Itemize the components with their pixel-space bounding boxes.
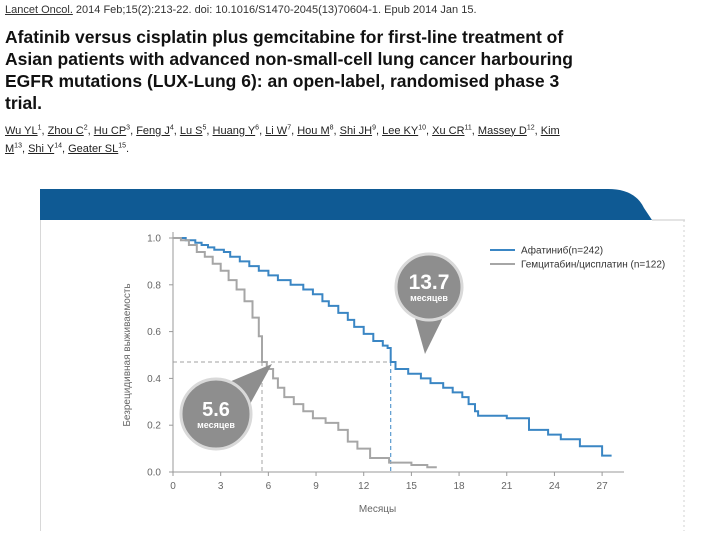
- figure-background: [40, 186, 685, 531]
- author-affiliation-number: 2: [83, 124, 88, 131]
- x-tick-label: 9: [313, 481, 319, 492]
- author-entry: Li W7,: [265, 124, 298, 137]
- y-tick-label: 0.6: [147, 327, 161, 338]
- callout-value: 5.6: [202, 399, 230, 421]
- author-entry: Kim M13,: [5, 124, 560, 156]
- author-affiliation-number: 4: [169, 124, 174, 131]
- author-entry: Hu CP3,: [93, 124, 137, 137]
- author-entry: Shi JH9,: [339, 124, 383, 137]
- author-link[interactable]: Kim M: [5, 124, 560, 156]
- callout-unit: месяцев: [197, 420, 235, 430]
- author-entry: Feng J4,: [136, 124, 180, 137]
- author-entry: Massey D12,: [477, 124, 541, 137]
- author-entry: Xu CR11,: [432, 124, 478, 137]
- author-affiliation-number: 6: [255, 124, 260, 131]
- callout-unit: месяцев: [410, 293, 448, 303]
- author-affiliation-number: 14: [54, 142, 62, 150]
- callout-bubble: [394, 252, 464, 322]
- x-tick-label: 6: [266, 481, 272, 492]
- author-affiliation-number: 9: [372, 124, 376, 131]
- author-entry: Wu YL1,: [5, 124, 48, 137]
- callout-bubble: [179, 377, 253, 451]
- afatinib-curve: [173, 237, 612, 457]
- author-affiliation-number: 3: [126, 124, 131, 131]
- author-link[interactable]: Lee KY: [382, 124, 419, 137]
- author-affiliation-number: 15: [118, 142, 127, 150]
- pfs-figure: 0 3 6 9 12 15 18 21 24 27 0.0 0.2 0.4 0.6 0.8 1.0 Месяцы…: [40, 186, 685, 531]
- author-affiliation-number: 8: [329, 124, 334, 131]
- author-link[interactable]: Shi JH: [339, 124, 373, 137]
- author-link[interactable]: Lu S: [179, 124, 203, 137]
- author-affiliation-number: 7: [287, 124, 292, 131]
- citation-line: Lancet Oncol. 2014 Feb;15(2):213-22. doi…: [5, 4, 477, 16]
- author-link[interactable]: Massey D: [477, 124, 527, 137]
- y-tick-label: 0.2: [147, 421, 161, 432]
- y-tick-label: 0.0: [147, 468, 161, 479]
- y-axis-title: Безрецидивная выживаемость: [122, 283, 133, 426]
- author-entry: Hou M8,: [297, 124, 340, 137]
- author-entry: Zhou C2,: [47, 124, 94, 137]
- y-tick-label: 0.8: [147, 280, 161, 291]
- author-affiliation-number: 13: [14, 142, 22, 150]
- x-tick-label: 27: [597, 481, 609, 492]
- x-tick-label: 12: [358, 481, 370, 492]
- callout-value: 13.7: [409, 271, 450, 294]
- author-link[interactable]: Xu CR: [432, 124, 465, 137]
- x-tick-label: 0: [170, 481, 176, 492]
- author-affiliation-number: 10: [418, 124, 426, 131]
- author-affiliation-number: 12: [526, 124, 535, 131]
- author-entry: Huang Y6,: [212, 124, 266, 137]
- x-tick-label: 3: [218, 481, 224, 492]
- author-link[interactable]: Shi Y: [28, 143, 55, 156]
- callout-pointer: [229, 364, 272, 405]
- author-entry: Shi Y14,: [28, 142, 69, 156]
- legend-label: Афатиниб(n=242): [521, 245, 603, 257]
- gemcitabine-curve: [173, 237, 437, 469]
- author-link[interactable]: Feng J: [136, 124, 170, 137]
- author-link[interactable]: Hou M: [297, 124, 330, 137]
- figure-header-band: [40, 189, 652, 220]
- callout-pointer: [414, 316, 444, 354]
- article-title: Afatinib versus cisplatin plus gemcitabi…: [5, 27, 573, 113]
- author-affiliation-number: 11: [464, 124, 472, 131]
- author-entry: Lee KY10,: [382, 124, 433, 137]
- author-link[interactable]: Li W: [265, 124, 288, 137]
- author-entry: Geater SL15.: [68, 142, 130, 156]
- author-list: Wu YL1, Zhou C2, Hu CP3, Feng J4, Lu S5,…: [5, 120, 565, 157]
- author-link[interactable]: Hu CP: [93, 124, 127, 137]
- x-tick-label: 21: [501, 481, 513, 492]
- y-tick-label: 1.0: [147, 234, 161, 245]
- x-tick-label: 18: [454, 481, 466, 492]
- author-entry: Lu S5,: [179, 124, 213, 137]
- author-link[interactable]: Wu YL: [5, 124, 38, 137]
- author-link[interactable]: Huang Y: [212, 124, 256, 137]
- journal-link[interactable]: Lancet Oncol.: [5, 4, 73, 16]
- x-tick-label: 24: [549, 481, 561, 492]
- author-affiliation-number: 5: [202, 124, 207, 131]
- author-affiliation-number: 1: [37, 124, 42, 131]
- x-tick-label: 15: [406, 481, 418, 492]
- author-link[interactable]: Geater SL: [68, 143, 119, 156]
- author-link[interactable]: Zhou C: [47, 124, 84, 137]
- legend-label: Гемцитабин/цисплатин (n=122): [521, 259, 665, 271]
- citation-details: 2014 Feb;15(2):213-22. doi: 10.1016/S147…: [72, 4, 477, 16]
- x-axis-title: Месяцы: [359, 504, 396, 515]
- y-tick-label: 0.4: [147, 374, 161, 385]
- km-chart: 0 3 6 9 12 15 18 21 24 27 0.0 0.2 0.4 0.6 0.8 1.0 Месяцы…: [40, 186, 685, 531]
